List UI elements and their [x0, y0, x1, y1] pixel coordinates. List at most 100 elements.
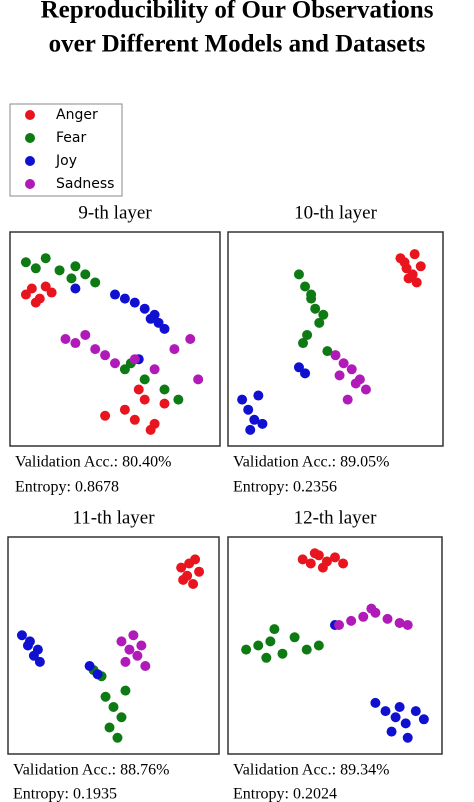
point: [243, 404, 254, 415]
point: [305, 558, 316, 569]
point: [298, 338, 309, 349]
panel-caption: Validation Acc.: 88.76%: [13, 762, 169, 779]
point: [334, 620, 345, 630]
point: [185, 334, 196, 344]
legend-label: Fear: [56, 130, 86, 146]
point: [84, 661, 95, 671]
panel-caption: Entropy: 0.8678: [15, 479, 119, 496]
panel-title: 12-th layer: [294, 507, 378, 528]
point: [70, 283, 81, 294]
point: [70, 261, 81, 272]
point: [140, 661, 151, 671]
point: [309, 548, 320, 559]
legend-marker: [25, 133, 35, 143]
point: [116, 712, 127, 723]
point: [100, 691, 111, 702]
panel-caption: Validation Acc.: 80.40%: [15, 454, 171, 471]
point: [330, 350, 341, 361]
point: [350, 378, 361, 389]
point: [188, 579, 199, 589]
point: [139, 374, 150, 385]
point: [366, 603, 377, 614]
point: [249, 414, 260, 425]
point: [116, 636, 127, 647]
point: [334, 370, 345, 381]
point: [30, 297, 41, 308]
point: [390, 712, 401, 723]
point: [409, 249, 420, 260]
point: [112, 732, 123, 743]
point: [402, 620, 413, 630]
point: [32, 644, 43, 655]
point: [380, 706, 391, 717]
point: [317, 562, 328, 573]
point: [100, 350, 111, 361]
point: [124, 644, 135, 655]
point: [402, 732, 413, 743]
point: [301, 644, 312, 655]
point: [176, 562, 187, 573]
point: [241, 644, 252, 655]
point: [173, 394, 184, 405]
point: [60, 334, 71, 344]
point: [410, 706, 421, 717]
point: [92, 669, 103, 680]
point: [120, 656, 131, 667]
point: [399, 257, 410, 268]
panel-caption: Entropy: 0.2356: [233, 479, 337, 496]
point: [119, 293, 130, 304]
point: [70, 338, 81, 349]
panel-frame: [9, 231, 221, 447]
panel-caption: Entropy: 0.1935: [13, 786, 117, 802]
point: [403, 273, 414, 284]
point: [370, 697, 381, 708]
point: [302, 329, 313, 340]
panel-caption: Entropy: 0.2024: [233, 786, 337, 802]
point: [139, 394, 150, 405]
point: [415, 261, 426, 272]
point: [104, 722, 115, 733]
point: [269, 624, 280, 635]
point: [338, 558, 349, 569]
point: [346, 364, 357, 375]
point: [120, 685, 131, 696]
point: [237, 394, 248, 405]
point: [318, 309, 329, 320]
point: [330, 552, 340, 563]
point: [346, 615, 357, 626]
legend-label: Anger: [56, 107, 98, 123]
panel-title: 11-th layer: [72, 507, 155, 528]
point: [277, 648, 288, 659]
point: [119, 404, 130, 415]
point: [128, 630, 139, 641]
point: [100, 410, 111, 421]
point: [16, 630, 27, 641]
panel-title: 10-th layer: [294, 202, 378, 223]
point: [110, 358, 120, 369]
legend-label: Sadness: [56, 176, 114, 192]
point: [145, 313, 156, 324]
point: [90, 344, 101, 355]
figure-title: Reproducibility of Our Observations: [41, 0, 434, 24]
legend-marker: [25, 179, 35, 189]
point: [261, 652, 272, 663]
point: [257, 418, 268, 429]
point: [289, 632, 300, 643]
point: [90, 277, 101, 288]
point: [190, 554, 201, 565]
panel-caption: Validation Acc.: 89.34%: [233, 762, 389, 779]
panel-caption: Validation Acc.: 89.05%: [233, 454, 389, 471]
point: [313, 640, 324, 651]
point: [149, 364, 160, 375]
point: [394, 702, 405, 712]
point: [30, 263, 41, 274]
point: [411, 277, 422, 288]
point: [20, 257, 31, 268]
panel-title: 9-th layer: [78, 202, 152, 223]
point: [193, 374, 204, 385]
point: [293, 362, 304, 373]
panel-frame: [227, 536, 443, 755]
point: [54, 265, 65, 276]
point: [129, 414, 140, 425]
